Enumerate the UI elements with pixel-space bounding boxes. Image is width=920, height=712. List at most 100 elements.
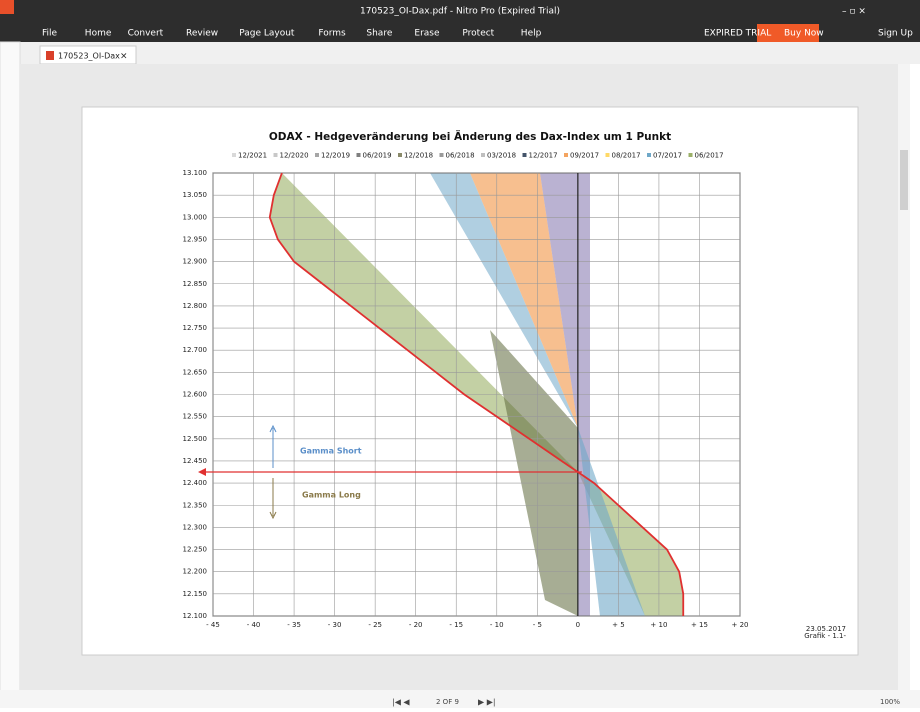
tab-bar — [0, 42, 920, 64]
legend-label: 12/2021 — [238, 152, 267, 160]
y-tick-label: 12.300 — [183, 523, 208, 531]
tab-label[interactable]: 170523_OI-Dax — [58, 52, 120, 61]
legend-label: 12/2018 — [404, 152, 433, 160]
menu-item[interactable]: Help — [521, 29, 542, 39]
menu-item[interactable]: Share — [366, 29, 392, 39]
legend-label: 12/2017 — [529, 152, 558, 160]
legend-label: 06/2017 — [695, 152, 724, 160]
y-tick-label: 12.950 — [183, 235, 208, 243]
scrollbar[interactable] — [898, 64, 910, 690]
buy-label[interactable]: Buy Now — [784, 29, 824, 39]
window-controls[interactable]: – ▫ × — [842, 7, 866, 17]
tab-icon — [46, 51, 54, 60]
y-tick-label: 12.900 — [183, 258, 208, 266]
y-tick-label: 12.750 — [183, 324, 208, 332]
legend-label: 07/2017 — [653, 152, 682, 160]
x-tick-label: - 10 — [490, 621, 504, 629]
y-tick-label: 12.700 — [183, 346, 208, 354]
menu-item[interactable]: File — [42, 29, 58, 39]
menu-item[interactable]: Erase — [414, 29, 440, 39]
arrow-head — [198, 468, 206, 477]
side-panel — [0, 41, 21, 693]
area-shape — [430, 173, 578, 428]
x-tick-label: - 25 — [368, 621, 382, 629]
x-tick-label: - 45 — [206, 621, 220, 629]
nav-next-last[interactable]: ▶ ▶| — [478, 698, 496, 707]
menu-item[interactable]: Forms — [318, 29, 346, 39]
window-title: 170523_OI-Dax.pdf - Nitro Pro (Expired T… — [360, 7, 560, 17]
chart-date: 23.05.2017 — [806, 625, 846, 633]
x-tick-label: 0 — [576, 621, 580, 629]
y-tick-label: 13.100 — [183, 169, 208, 177]
legend-label: 12/2020 — [280, 152, 309, 160]
legend-swatch — [232, 153, 236, 157]
area-shape — [490, 330, 578, 616]
menu-item[interactable]: Protect — [462, 29, 494, 39]
legend-label: 06/2018 — [446, 152, 475, 160]
annotation: Gamma Short — [300, 447, 362, 456]
x-tick-label: + 10 — [650, 621, 667, 629]
y-tick-label: 12.200 — [183, 568, 208, 576]
menu-item[interactable]: Page Layout — [239, 29, 295, 39]
scroll-thumb[interactable] — [900, 150, 908, 210]
chart-title: ODAX - Hedgeveränderung bei Änderung des… — [269, 129, 671, 143]
page-indicator: 2 OF 9 — [436, 698, 459, 706]
area-shape — [578, 428, 645, 616]
legend-swatch — [481, 153, 485, 157]
x-tick-label: - 15 — [449, 621, 463, 629]
x-tick-label: + 15 — [691, 621, 708, 629]
x-tick-label: - 5 — [533, 621, 542, 629]
x-tick-label: + 20 — [732, 621, 749, 629]
y-tick-label: 13.000 — [183, 213, 208, 221]
arrow-head — [269, 424, 277, 433]
x-tick-label: - 30 — [328, 621, 342, 629]
x-tick-label: - 40 — [247, 621, 261, 629]
legend-label: 12/2019 — [321, 152, 350, 160]
legend-swatch — [688, 153, 693, 157]
x-tick-label: - 35 — [287, 621, 301, 629]
y-tick-label: 12.350 — [183, 501, 208, 509]
app-icon — [0, 0, 14, 14]
menu-item[interactable]: Home — [85, 29, 112, 39]
menu-item[interactable]: Convert — [128, 29, 164, 39]
signup[interactable]: Sign Up — [878, 29, 913, 39]
legend-swatch — [356, 153, 361, 157]
expired-label: EXPIRED TRIAL — [704, 29, 771, 39]
legend-swatch — [398, 153, 402, 157]
x-tick-label: - 20 — [409, 621, 423, 629]
y-tick-label: 12.150 — [183, 590, 208, 598]
legend-label: 03/2018 — [487, 152, 516, 160]
tab-close[interactable]: × — [120, 52, 128, 62]
legend-label: 08/2017 — [612, 152, 641, 160]
nav-first-prev[interactable]: |◀ ◀ — [392, 698, 410, 707]
legend-swatch — [273, 153, 278, 157]
legend-swatch — [439, 153, 444, 157]
zoom: 100% — [880, 698, 900, 706]
legend-label: 06/2019 — [363, 152, 392, 160]
status-bar — [0, 690, 920, 708]
annotation: Gamma Long — [302, 491, 361, 500]
y-tick-label: 12.600 — [183, 391, 208, 399]
legend-swatch — [647, 153, 651, 157]
y-tick-label: 12.650 — [183, 368, 208, 376]
y-tick-label: 12.450 — [183, 457, 208, 465]
y-tick-label: 12.850 — [183, 280, 208, 288]
legend-swatch — [522, 153, 527, 157]
y-tick-label: 13.050 — [183, 191, 208, 199]
legend-label: 09/2017 — [570, 152, 599, 160]
legend-swatch — [564, 153, 568, 157]
area-shape — [269, 173, 578, 473]
y-tick-label: 12.250 — [183, 546, 208, 554]
buy-button[interactable] — [757, 24, 819, 42]
arrow-head — [269, 511, 277, 520]
x-tick-label: + 5 — [612, 621, 625, 629]
legend-swatch — [605, 153, 610, 157]
y-tick-label: 12.500 — [183, 435, 208, 443]
chart-footer: Grafik - 1.1- — [804, 632, 846, 640]
menu-item[interactable]: Review — [186, 29, 218, 39]
y-tick-label: 12.400 — [183, 479, 208, 487]
curve — [268, 172, 685, 616]
y-tick-label: 12.550 — [183, 413, 208, 421]
y-tick-label: 12.800 — [183, 302, 208, 310]
